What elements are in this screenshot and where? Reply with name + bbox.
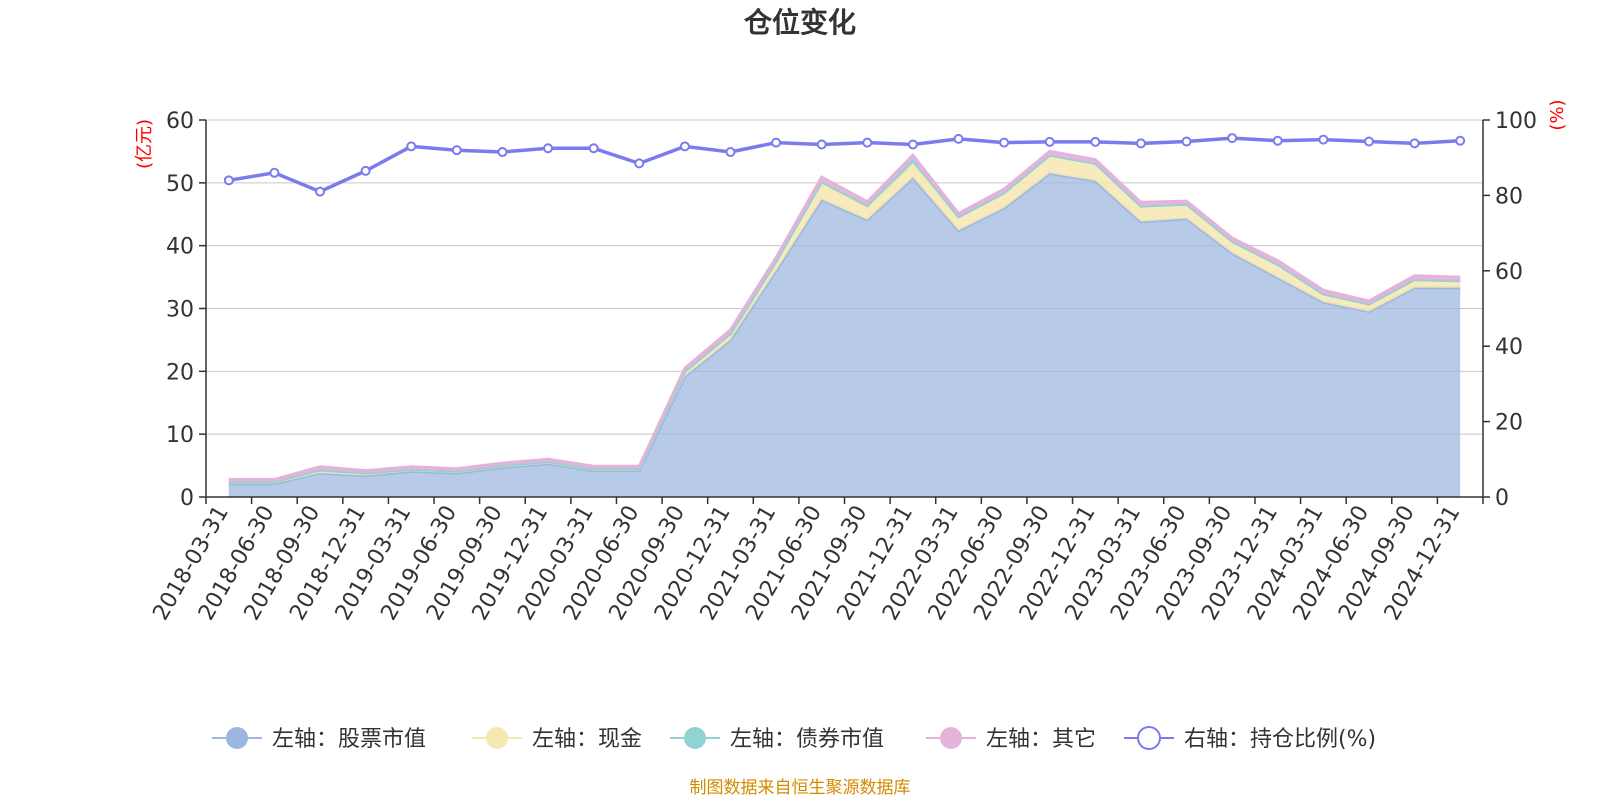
legend-item-stock: 左轴：股票市值 bbox=[212, 727, 426, 752]
stacked-areas bbox=[228, 149, 1461, 497]
left-tick-label: 60 bbox=[166, 109, 194, 134]
ratio-point bbox=[953, 133, 964, 144]
right-tick-label: 40 bbox=[1495, 335, 1523, 360]
left-tick-label: 20 bbox=[166, 360, 194, 385]
ratio-point bbox=[1044, 136, 1055, 147]
right-tick-label: 20 bbox=[1495, 411, 1523, 436]
ratio-point bbox=[816, 139, 827, 150]
chart-title: 仓位变化 bbox=[744, 6, 856, 39]
source-note: 制图数据来自恒生聚源数据库 bbox=[690, 778, 911, 798]
legend: 左轴：股票市值 左轴：现金 左轴：债券市值 左轴：其它 右轴：持仓比例(%) bbox=[212, 726, 1376, 752]
legend-label: 左轴：其它 bbox=[986, 727, 1096, 752]
ratio-point bbox=[999, 137, 1010, 148]
right-axis-unit: (%) bbox=[1547, 99, 1568, 130]
legend-marker-icon bbox=[486, 727, 508, 749]
left-tick-label: 50 bbox=[166, 172, 194, 197]
ratio-point bbox=[1181, 136, 1192, 147]
ratio-point bbox=[679, 141, 690, 152]
left-tick-label: 0 bbox=[180, 486, 194, 511]
legend-label: 左轴：现金 bbox=[532, 727, 642, 752]
ratio-point bbox=[771, 137, 782, 148]
area-stock bbox=[228, 173, 1461, 497]
legend-marker-icon bbox=[684, 727, 706, 749]
left-axis-unit: (亿元) bbox=[134, 119, 155, 169]
ratio-point bbox=[1090, 136, 1101, 147]
legend-label: 左轴：债券市值 bbox=[730, 727, 884, 752]
ratio-point bbox=[451, 145, 462, 156]
legend-marker-icon bbox=[226, 727, 248, 749]
legend-marker-icon bbox=[1137, 726, 1161, 750]
legend-marker-icon bbox=[940, 727, 962, 749]
left-tick-label: 10 bbox=[166, 423, 194, 448]
ratio-point bbox=[223, 175, 234, 186]
legend-item-cash: 左轴：现金 bbox=[472, 727, 642, 752]
legend-item-other: 左轴：其它 bbox=[926, 727, 1096, 752]
ratio-point bbox=[634, 158, 645, 169]
ratio-point bbox=[1272, 135, 1283, 146]
legend-label: 右轴：持仓比例(%) bbox=[1184, 727, 1376, 752]
legend-label: 左轴：股票市值 bbox=[272, 727, 426, 752]
ratio-point bbox=[1135, 138, 1146, 149]
ratio-point bbox=[588, 143, 599, 154]
left-tick-label: 30 bbox=[166, 298, 194, 323]
ratio-point bbox=[1318, 134, 1329, 145]
right-tick-label: 0 bbox=[1495, 486, 1509, 511]
ratio-point bbox=[543, 143, 554, 154]
right-tick-label: 100 bbox=[1495, 109, 1537, 134]
ratio-line bbox=[228, 136, 1461, 194]
ratio-point bbox=[1455, 135, 1466, 146]
area-edge-other bbox=[228, 149, 1461, 481]
ratio-line-series bbox=[223, 133, 1466, 197]
ratio-point bbox=[1409, 138, 1420, 149]
legend-item-bond: 左轴：债券市值 bbox=[670, 727, 884, 752]
ratio-point bbox=[907, 139, 918, 150]
left-tick-label: 40 bbox=[166, 235, 194, 260]
right-tick-label: 80 bbox=[1495, 184, 1523, 209]
ratio-point bbox=[315, 186, 326, 197]
ratio-point bbox=[1227, 133, 1238, 144]
right-tick-label: 60 bbox=[1495, 260, 1523, 285]
ratio-point bbox=[725, 147, 736, 158]
ratio-point bbox=[406, 141, 417, 152]
legend-item-ratio: 右轴：持仓比例(%) bbox=[1124, 726, 1376, 752]
ratio-point bbox=[1363, 136, 1374, 147]
ratio-point bbox=[360, 165, 371, 176]
ratio-point bbox=[497, 147, 508, 158]
ratio-point bbox=[862, 137, 873, 148]
ratio-point bbox=[269, 167, 280, 178]
